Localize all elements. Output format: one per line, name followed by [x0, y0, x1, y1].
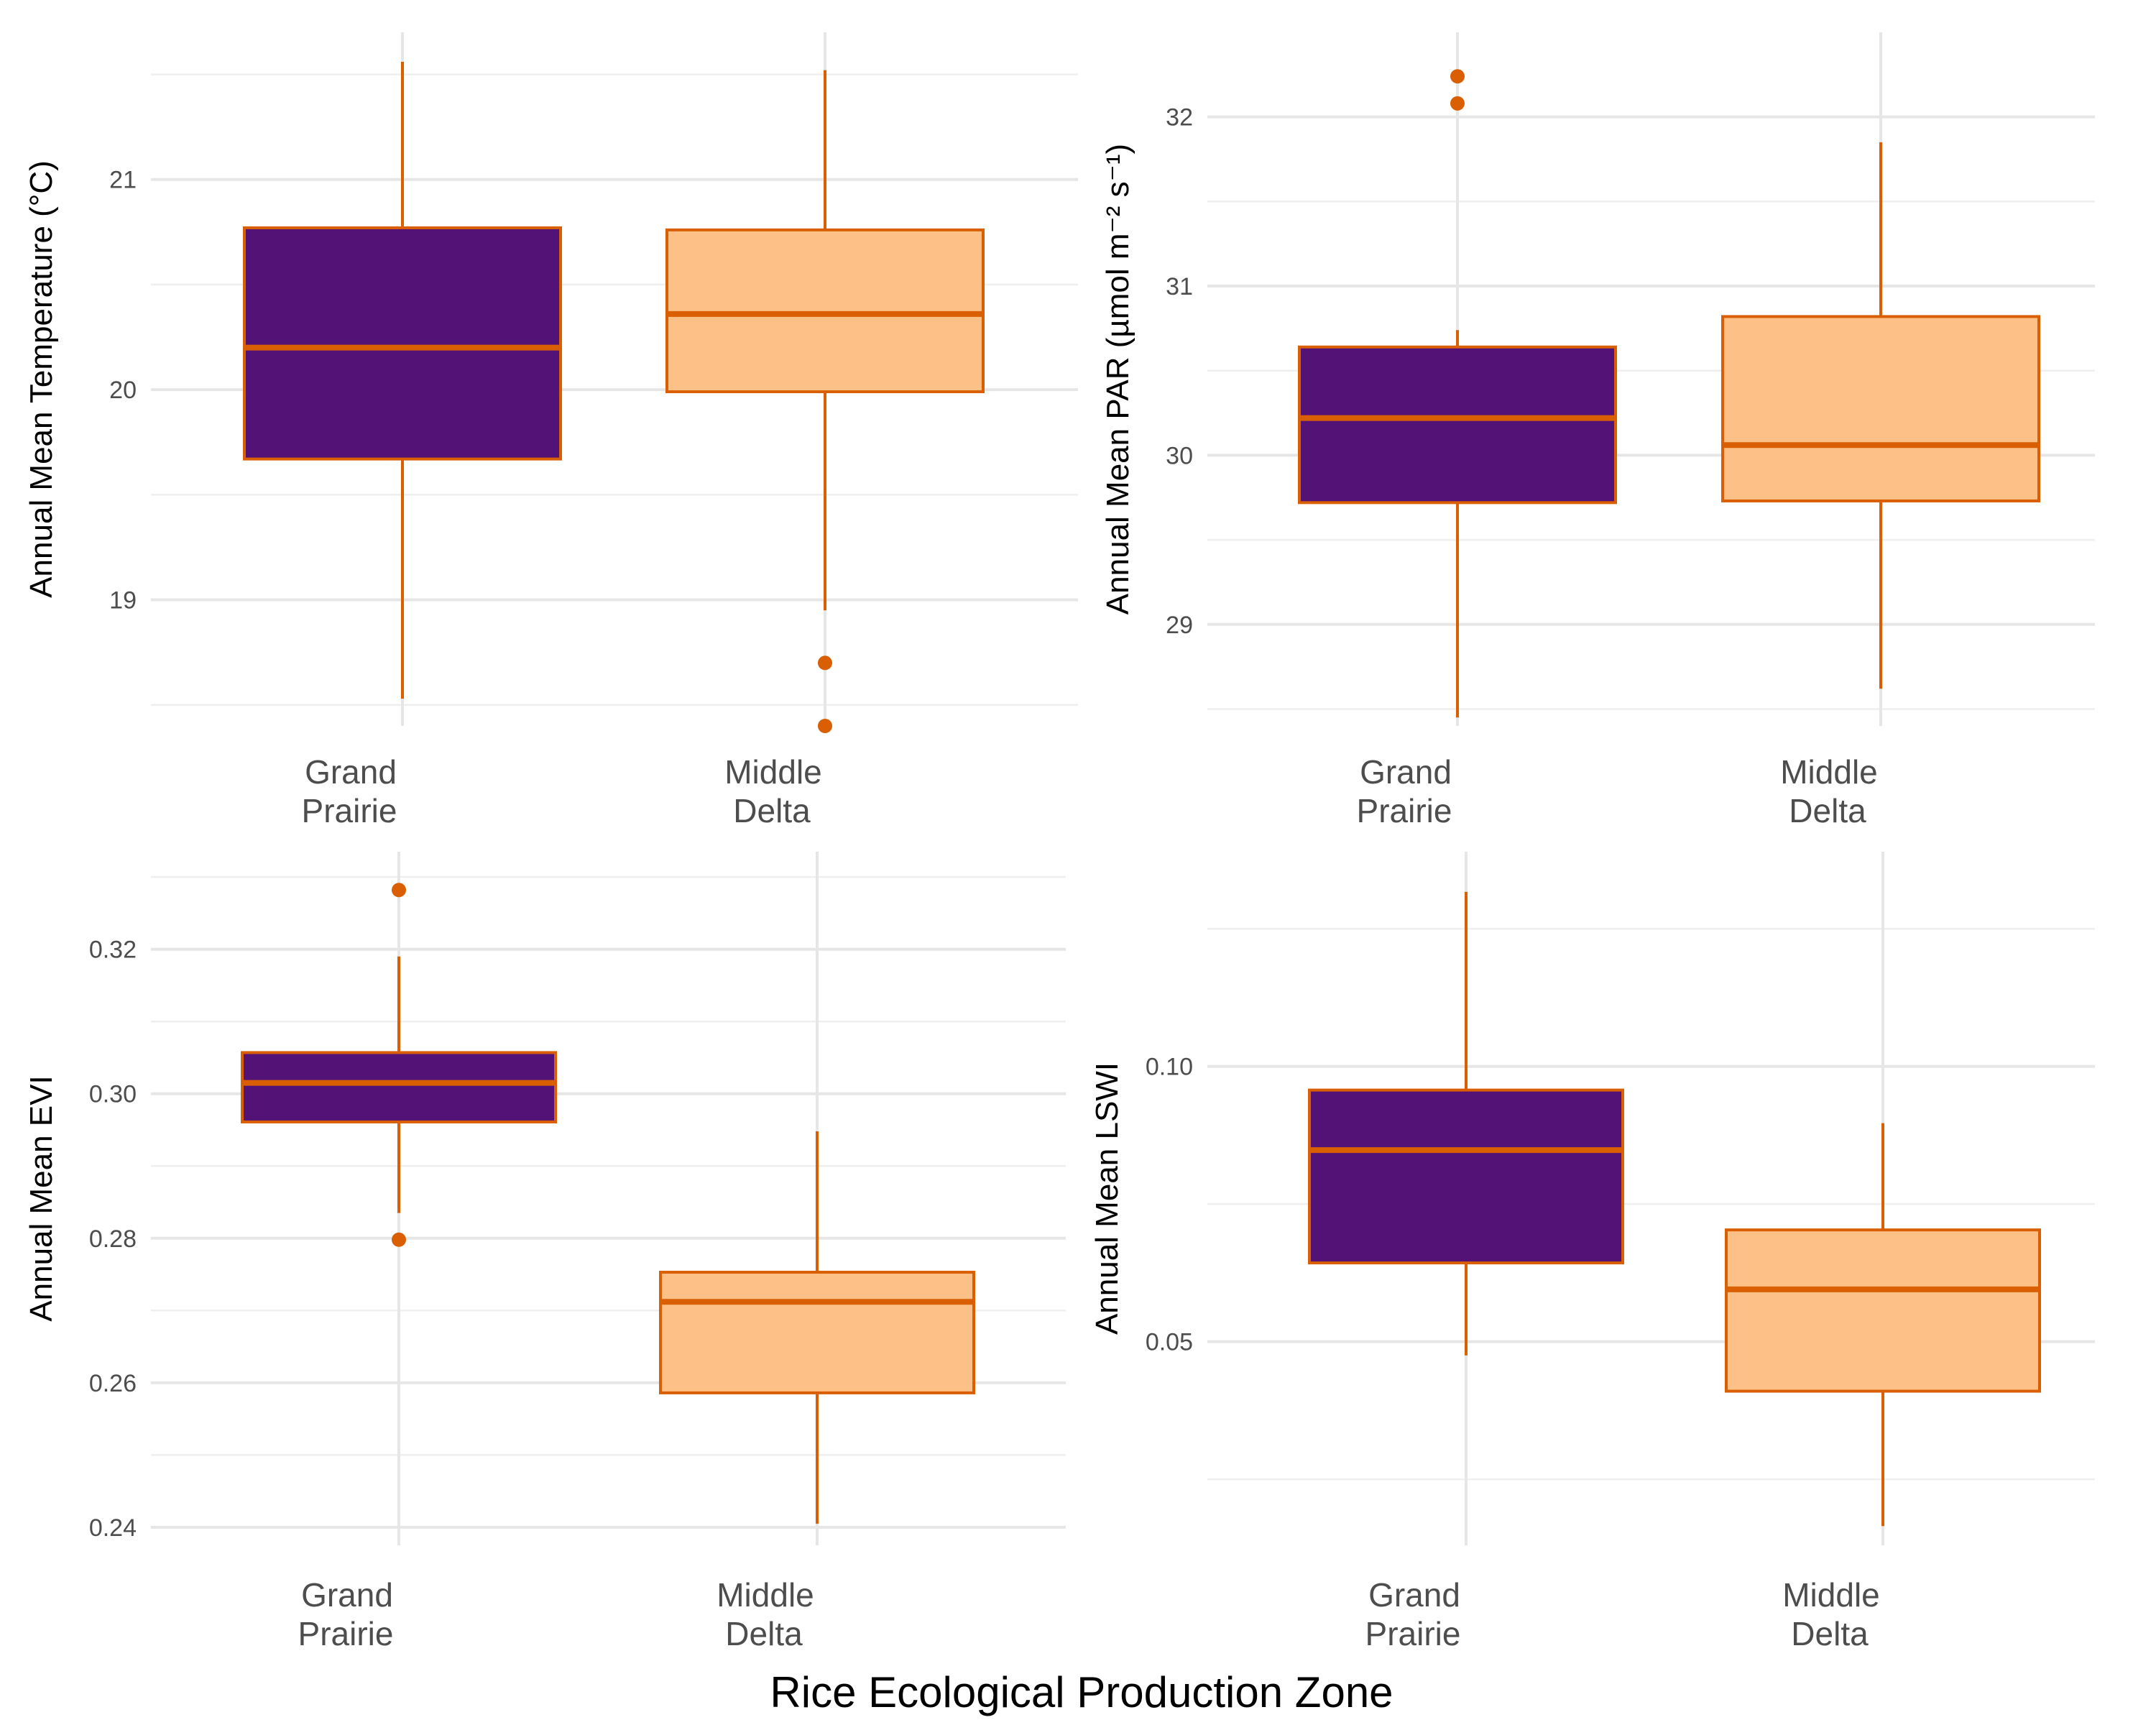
x-tick-label: Grand Prairie [298, 1576, 394, 1652]
y-axis-title: Annual Mean EVI [24, 1075, 59, 1321]
panel-1: 19 20 21 Annual Mean Temperature (°C) Grand P… [24, 32, 1078, 829]
x-tick-label: Middle Delta [717, 1576, 814, 1652]
panel-3: 0.24 0.26 0.28 0.30 0.32 Annual Mean EVI Grand… [24, 852, 1066, 1652]
x-tick-label: Grand Prairie [1365, 1576, 1461, 1652]
box-middle-delta [659, 1131, 975, 1524]
y-tick-label: 20 [109, 377, 137, 404]
y-tick-label: 0.10 [1146, 1054, 1193, 1081]
y-tick-label: 0.26 [89, 1370, 137, 1397]
x-tick-label: Middle Delta [1782, 1576, 1880, 1652]
panels-group: 19 20 21 Annual Mean Temperature (°C) Grand P… [24, 32, 2095, 1652]
iqr-box [243, 226, 562, 461]
x-axis-title: Rice Ecological Production Zone [770, 1668, 1393, 1716]
iqr-box [241, 1051, 557, 1123]
box-grand-prairie [243, 61, 562, 699]
y-tick-label: 0.05 [1146, 1329, 1193, 1356]
iqr-box [1725, 1228, 2041, 1393]
box-middle-delta [665, 70, 985, 733]
outlier-point [392, 1232, 406, 1247]
x-tick-label: Middle Delta [724, 753, 822, 829]
y-tick-label: 0.24 [89, 1514, 137, 1542]
outlier-point [818, 719, 832, 733]
iqr-box [1298, 345, 1617, 505]
outlier-point [392, 883, 406, 898]
box-grand-prairie [241, 883, 557, 1247]
y-tick-label: 0.32 [89, 937, 137, 964]
box-middle-delta [1721, 142, 2040, 689]
y-axis-title: Annual Mean PAR (µmol m⁻² s⁻¹) [1100, 144, 1135, 615]
y-axis-title: Annual Mean Temperature (°C) [24, 160, 59, 598]
iqr-box [1721, 315, 2040, 502]
box-middle-delta [1725, 1123, 2041, 1527]
y-axis-title: Annual Mean LSWI [1089, 1062, 1125, 1335]
box-grand-prairie [1298, 69, 1617, 718]
y-tick-label: 31 [1166, 273, 1193, 300]
x-tick-label: Middle Delta [1780, 753, 1878, 829]
y-tick-label: 29 [1166, 612, 1193, 639]
y-tick-label: 32 [1166, 104, 1193, 132]
y-tick-label: 21 [109, 167, 137, 194]
y-tick-label: 0.30 [89, 1081, 137, 1108]
x-tick-label: Grand Prairie [1357, 753, 1452, 829]
iqr-box [665, 228, 985, 394]
outlier-point [1450, 96, 1465, 111]
y-tick-label: 19 [109, 587, 137, 615]
outlier-point [1450, 69, 1465, 84]
iqr-box [1308, 1088, 1624, 1265]
box-grand-prairie [1308, 891, 1624, 1356]
panel-2: 29 30 31 32 Annual Mean PAR (µmol m⁻² s⁻¹) Gr… [1100, 32, 2095, 829]
x-tick-label: Grand Prairie [302, 753, 397, 829]
y-tick-label: 30 [1166, 442, 1193, 469]
outlier-point [818, 656, 832, 671]
y-tick-label: 0.28 [89, 1225, 137, 1253]
iqr-box [659, 1271, 975, 1394]
panel-4: 0.05 0.10 Annual Mean LSWI Grand Prairie Midd… [1089, 852, 2095, 1652]
